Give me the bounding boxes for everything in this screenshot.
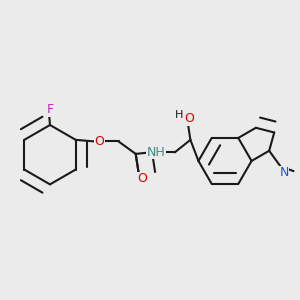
Text: O: O [184,112,194,125]
Text: O: O [137,172,147,185]
Text: O: O [94,135,104,148]
Text: F: F [46,103,54,116]
Text: NH: NH [147,146,165,159]
Text: H: H [175,110,184,120]
Text: N: N [280,166,289,179]
